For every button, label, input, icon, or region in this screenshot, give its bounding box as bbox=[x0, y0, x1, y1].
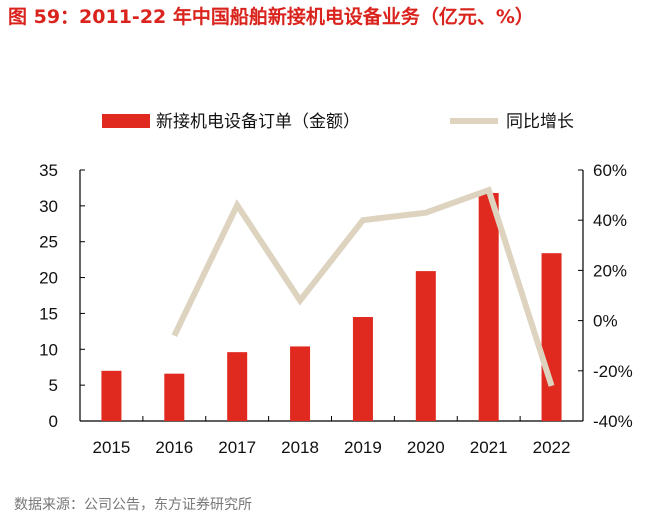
bar-2019 bbox=[352, 317, 373, 421]
left-tick-label: 10 bbox=[39, 340, 58, 359]
x-tick-label: 2022 bbox=[533, 438, 571, 457]
chart-title: 图 59：2011-22 年中国船舶新接机电设备业务（亿元、%） bbox=[8, 6, 534, 28]
right-tick-label: 60% bbox=[593, 161, 627, 180]
right-tick-label: -40% bbox=[593, 412, 633, 431]
left-tick-label: 35 bbox=[39, 161, 58, 180]
x-tick-label: 2016 bbox=[155, 438, 193, 457]
x-tick-label: 2015 bbox=[93, 438, 131, 457]
x-tick-label: 2019 bbox=[344, 438, 382, 457]
right-tick-label: 40% bbox=[593, 211, 627, 230]
left-tick-label: 20 bbox=[39, 269, 58, 288]
legend-label-bar: 新接机电设备订单（金额） bbox=[156, 112, 360, 132]
x-tick-label: 2018 bbox=[281, 438, 319, 457]
left-tick-label: 0 bbox=[49, 412, 58, 431]
x-tick-label: 2021 bbox=[470, 438, 508, 457]
right-tick-label: 20% bbox=[593, 261, 627, 280]
source-note: 数据来源：公司公告，东方证券研究所 bbox=[14, 497, 252, 513]
left-tick-label: 30 bbox=[39, 197, 58, 216]
left-tick-label: 5 bbox=[49, 376, 58, 395]
bar-2018 bbox=[290, 346, 311, 421]
legend-label-line: 同比增长 bbox=[506, 112, 574, 132]
bar-2021 bbox=[478, 192, 499, 421]
bar-2020 bbox=[415, 271, 436, 421]
bar-2022 bbox=[541, 253, 562, 421]
left-tick-label: 25 bbox=[39, 233, 58, 252]
bar-2017 bbox=[227, 352, 248, 421]
right-tick-label: 0% bbox=[593, 312, 618, 331]
legend-swatch-bar bbox=[102, 114, 150, 128]
bar-2015 bbox=[101, 370, 122, 421]
x-tick-label: 2020 bbox=[407, 438, 445, 457]
bar-2016 bbox=[164, 373, 185, 421]
left-tick-label: 15 bbox=[39, 304, 58, 323]
x-tick-label: 2017 bbox=[218, 438, 256, 457]
right-tick-label: -20% bbox=[593, 362, 633, 381]
